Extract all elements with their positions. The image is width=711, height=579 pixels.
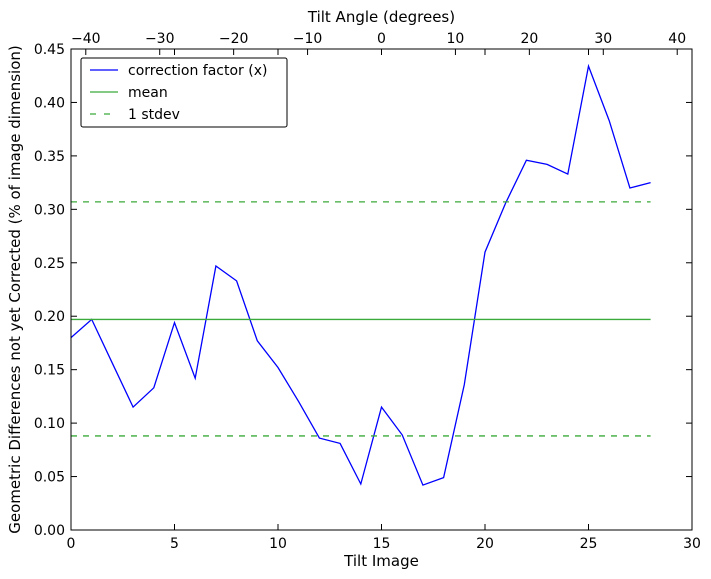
y-tick-label: 0.30 xyxy=(34,202,65,218)
x2-tick-label: 40 xyxy=(668,31,686,47)
x-axis-title: Tilt Image xyxy=(343,552,419,570)
y-tick-label: 0.40 xyxy=(34,95,65,111)
x2-tick-label: −20 xyxy=(219,31,249,47)
x2-tick-label: −40 xyxy=(71,31,101,47)
x2-tick-label: 0 xyxy=(377,31,386,47)
x2-tick-label: −10 xyxy=(293,31,323,47)
y-tick-label: 0.05 xyxy=(34,470,65,486)
x-tick-label: 25 xyxy=(580,536,598,552)
y-tick-label: 0.15 xyxy=(34,363,65,379)
legend-label-correction-factor: correction factor (x) xyxy=(128,63,267,79)
x2-tick-label: −30 xyxy=(145,31,175,47)
x-tick-label: 10 xyxy=(269,536,287,552)
x-tick-label: 15 xyxy=(373,536,391,552)
plot-lines xyxy=(70,63,651,486)
y-tick-label: 0.20 xyxy=(34,309,65,325)
x-tick-label: 20 xyxy=(476,536,494,552)
x2-tick-label: 10 xyxy=(447,31,465,47)
legend-label-mean: mean xyxy=(128,85,168,101)
legend-label-stdev: 1 stdev xyxy=(128,107,180,123)
y-tick-label: 0.00 xyxy=(34,523,65,539)
y-tick-label: 0.45 xyxy=(34,42,65,58)
x-tick-label: 0 xyxy=(67,536,76,552)
x2-tick-label: 30 xyxy=(594,31,612,47)
axis-ticks xyxy=(70,48,693,531)
legend-box xyxy=(80,57,288,128)
series-line-correction-factor xyxy=(70,63,651,486)
y-tick-label: 0.10 xyxy=(34,416,65,432)
x-tick-label: 30 xyxy=(683,536,701,552)
top-axis-title: Tilt Angle (degrees) xyxy=(307,8,455,26)
legend: correction factor (x) mean 1 stdev xyxy=(80,57,288,128)
y-tick-label: 0.35 xyxy=(34,149,65,165)
x-tick-label: 5 xyxy=(170,536,179,552)
y-axis-title: Geometric Differences not yet Corrected … xyxy=(6,45,24,534)
x2-tick-label: 20 xyxy=(520,31,538,47)
y-tick-label: 0.25 xyxy=(34,256,65,272)
axis-tick-labels: 0 5 10 15 20 25 30 −40 −30 −20 −10 0 10 20 30 40 0.00 0.0… xyxy=(34,31,701,552)
